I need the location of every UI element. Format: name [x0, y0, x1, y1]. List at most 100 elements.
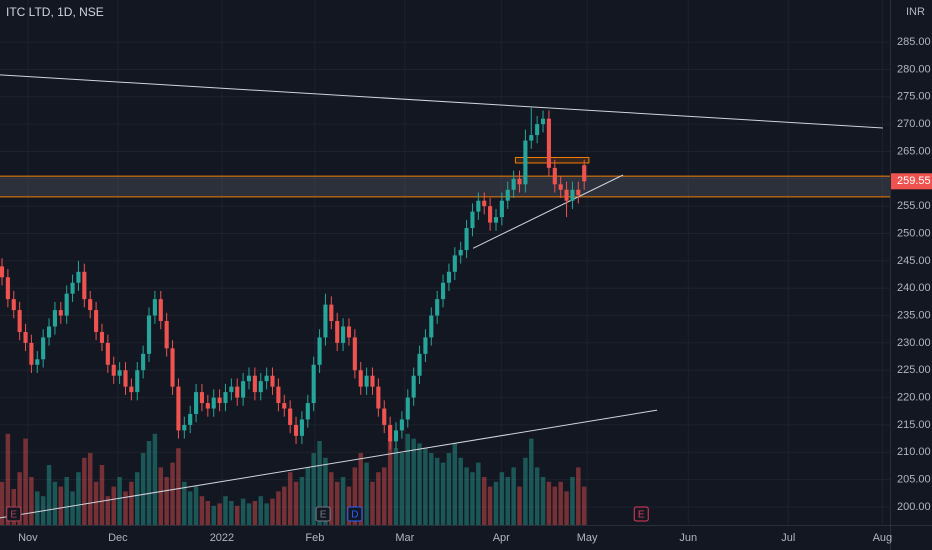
candle-body — [505, 189, 510, 201]
candle-body — [564, 189, 569, 201]
candle-body — [158, 299, 163, 322]
candle-body — [211, 397, 216, 409]
volume-bar — [434, 457, 440, 525]
candle-body — [235, 386, 240, 398]
y-tick-label: 250.00 — [897, 227, 931, 239]
y-tick-label: 275.00 — [897, 91, 931, 103]
volume-bar — [229, 501, 234, 525]
y-tick-label: 220.00 — [897, 391, 931, 403]
y-tick-label: 270.00 — [897, 118, 931, 130]
candle-body — [164, 321, 169, 349]
volume-bar — [329, 472, 334, 525]
candles — [0, 107, 587, 450]
event-label: E — [320, 510, 327, 521]
x-tick-label: Mar — [395, 532, 414, 544]
volume-bar — [252, 501, 258, 525]
volume-bar — [470, 472, 475, 525]
candle-body — [570, 189, 575, 201]
y-tick-label: 235.00 — [897, 309, 931, 321]
candle-body — [246, 375, 252, 382]
candle-body — [58, 310, 63, 316]
candle-body — [382, 408, 387, 425]
candle-body — [311, 364, 316, 404]
candle-body — [23, 331, 28, 343]
candle-body — [323, 304, 328, 338]
y-tick-label: 280.00 — [897, 63, 931, 75]
y-tick-label: 200.00 — [897, 501, 931, 513]
event-marker — [6, 506, 22, 522]
y-tick-label: 265.00 — [897, 145, 931, 157]
volume-bar — [493, 481, 499, 525]
x-tick-label: Dec — [108, 532, 128, 544]
volume-bar — [199, 496, 205, 525]
volume-bar — [176, 448, 181, 525]
candle-body — [346, 326, 352, 338]
volume-bar — [223, 496, 228, 525]
volume-bar — [464, 467, 469, 525]
volume-bar — [511, 467, 516, 525]
volume-bar — [52, 481, 58, 525]
volume-bar — [87, 453, 93, 525]
volume-bar — [552, 486, 558, 525]
volume-bar — [417, 443, 422, 525]
volume-bar — [340, 477, 346, 525]
drawings — [0, 74, 890, 519]
volume-bar — [270, 498, 275, 525]
volume-bar — [387, 438, 393, 525]
volume-bar — [481, 477, 487, 525]
volume-bar — [487, 486, 493, 525]
candle-body — [229, 386, 234, 393]
candle-body — [258, 381, 263, 393]
volume-bar — [458, 457, 463, 525]
candle-body — [11, 299, 16, 311]
candle-body — [276, 386, 281, 404]
volume-bar — [0, 481, 5, 525]
candle-body — [517, 178, 522, 185]
y-tick-label: 215.00 — [897, 419, 931, 431]
candle-body — [317, 337, 322, 365]
volume-bar — [581, 486, 587, 525]
candle-body — [35, 359, 40, 365]
volume-bar — [170, 462, 175, 525]
candle-body — [282, 403, 287, 409]
x-tick-label: Feb — [305, 532, 324, 544]
candle-body — [441, 282, 446, 300]
volume-bar — [46, 465, 52, 525]
y-tick-label: 230.00 — [897, 337, 931, 349]
volume-bar — [246, 503, 252, 525]
candle-body — [46, 326, 52, 338]
candle-body — [552, 167, 557, 185]
candle-body — [199, 392, 205, 404]
volume-bar — [17, 472, 22, 525]
candle-body — [76, 271, 81, 283]
candle-body — [129, 386, 134, 393]
event-marker — [347, 506, 363, 522]
event-marker — [633, 506, 649, 522]
candle-body — [352, 337, 357, 371]
volume-bar — [234, 505, 240, 525]
volume-bar — [76, 472, 81, 525]
candle-body — [135, 370, 140, 393]
candle-body — [5, 277, 10, 300]
candle-body — [341, 326, 346, 343]
candle-body — [493, 217, 499, 223]
volume-bar — [240, 498, 246, 525]
volume-bar — [429, 453, 434, 525]
volume-bar — [370, 481, 375, 525]
volume-bar — [105, 496, 111, 525]
candle-body — [0, 266, 5, 278]
y-tick-label: 255.00 — [897, 200, 931, 212]
event-label: E — [10, 510, 17, 521]
event-label: E — [638, 510, 645, 521]
candle-body — [464, 228, 469, 250]
x-tick-label: May — [577, 532, 598, 544]
candle-body — [293, 424, 299, 436]
candle-body — [482, 200, 487, 207]
volume-bar — [423, 448, 428, 525]
candle-body — [205, 403, 210, 409]
volume-bar — [217, 503, 222, 525]
candle-body — [176, 386, 181, 431]
volume-bar — [499, 472, 505, 525]
candle-body — [576, 189, 581, 196]
